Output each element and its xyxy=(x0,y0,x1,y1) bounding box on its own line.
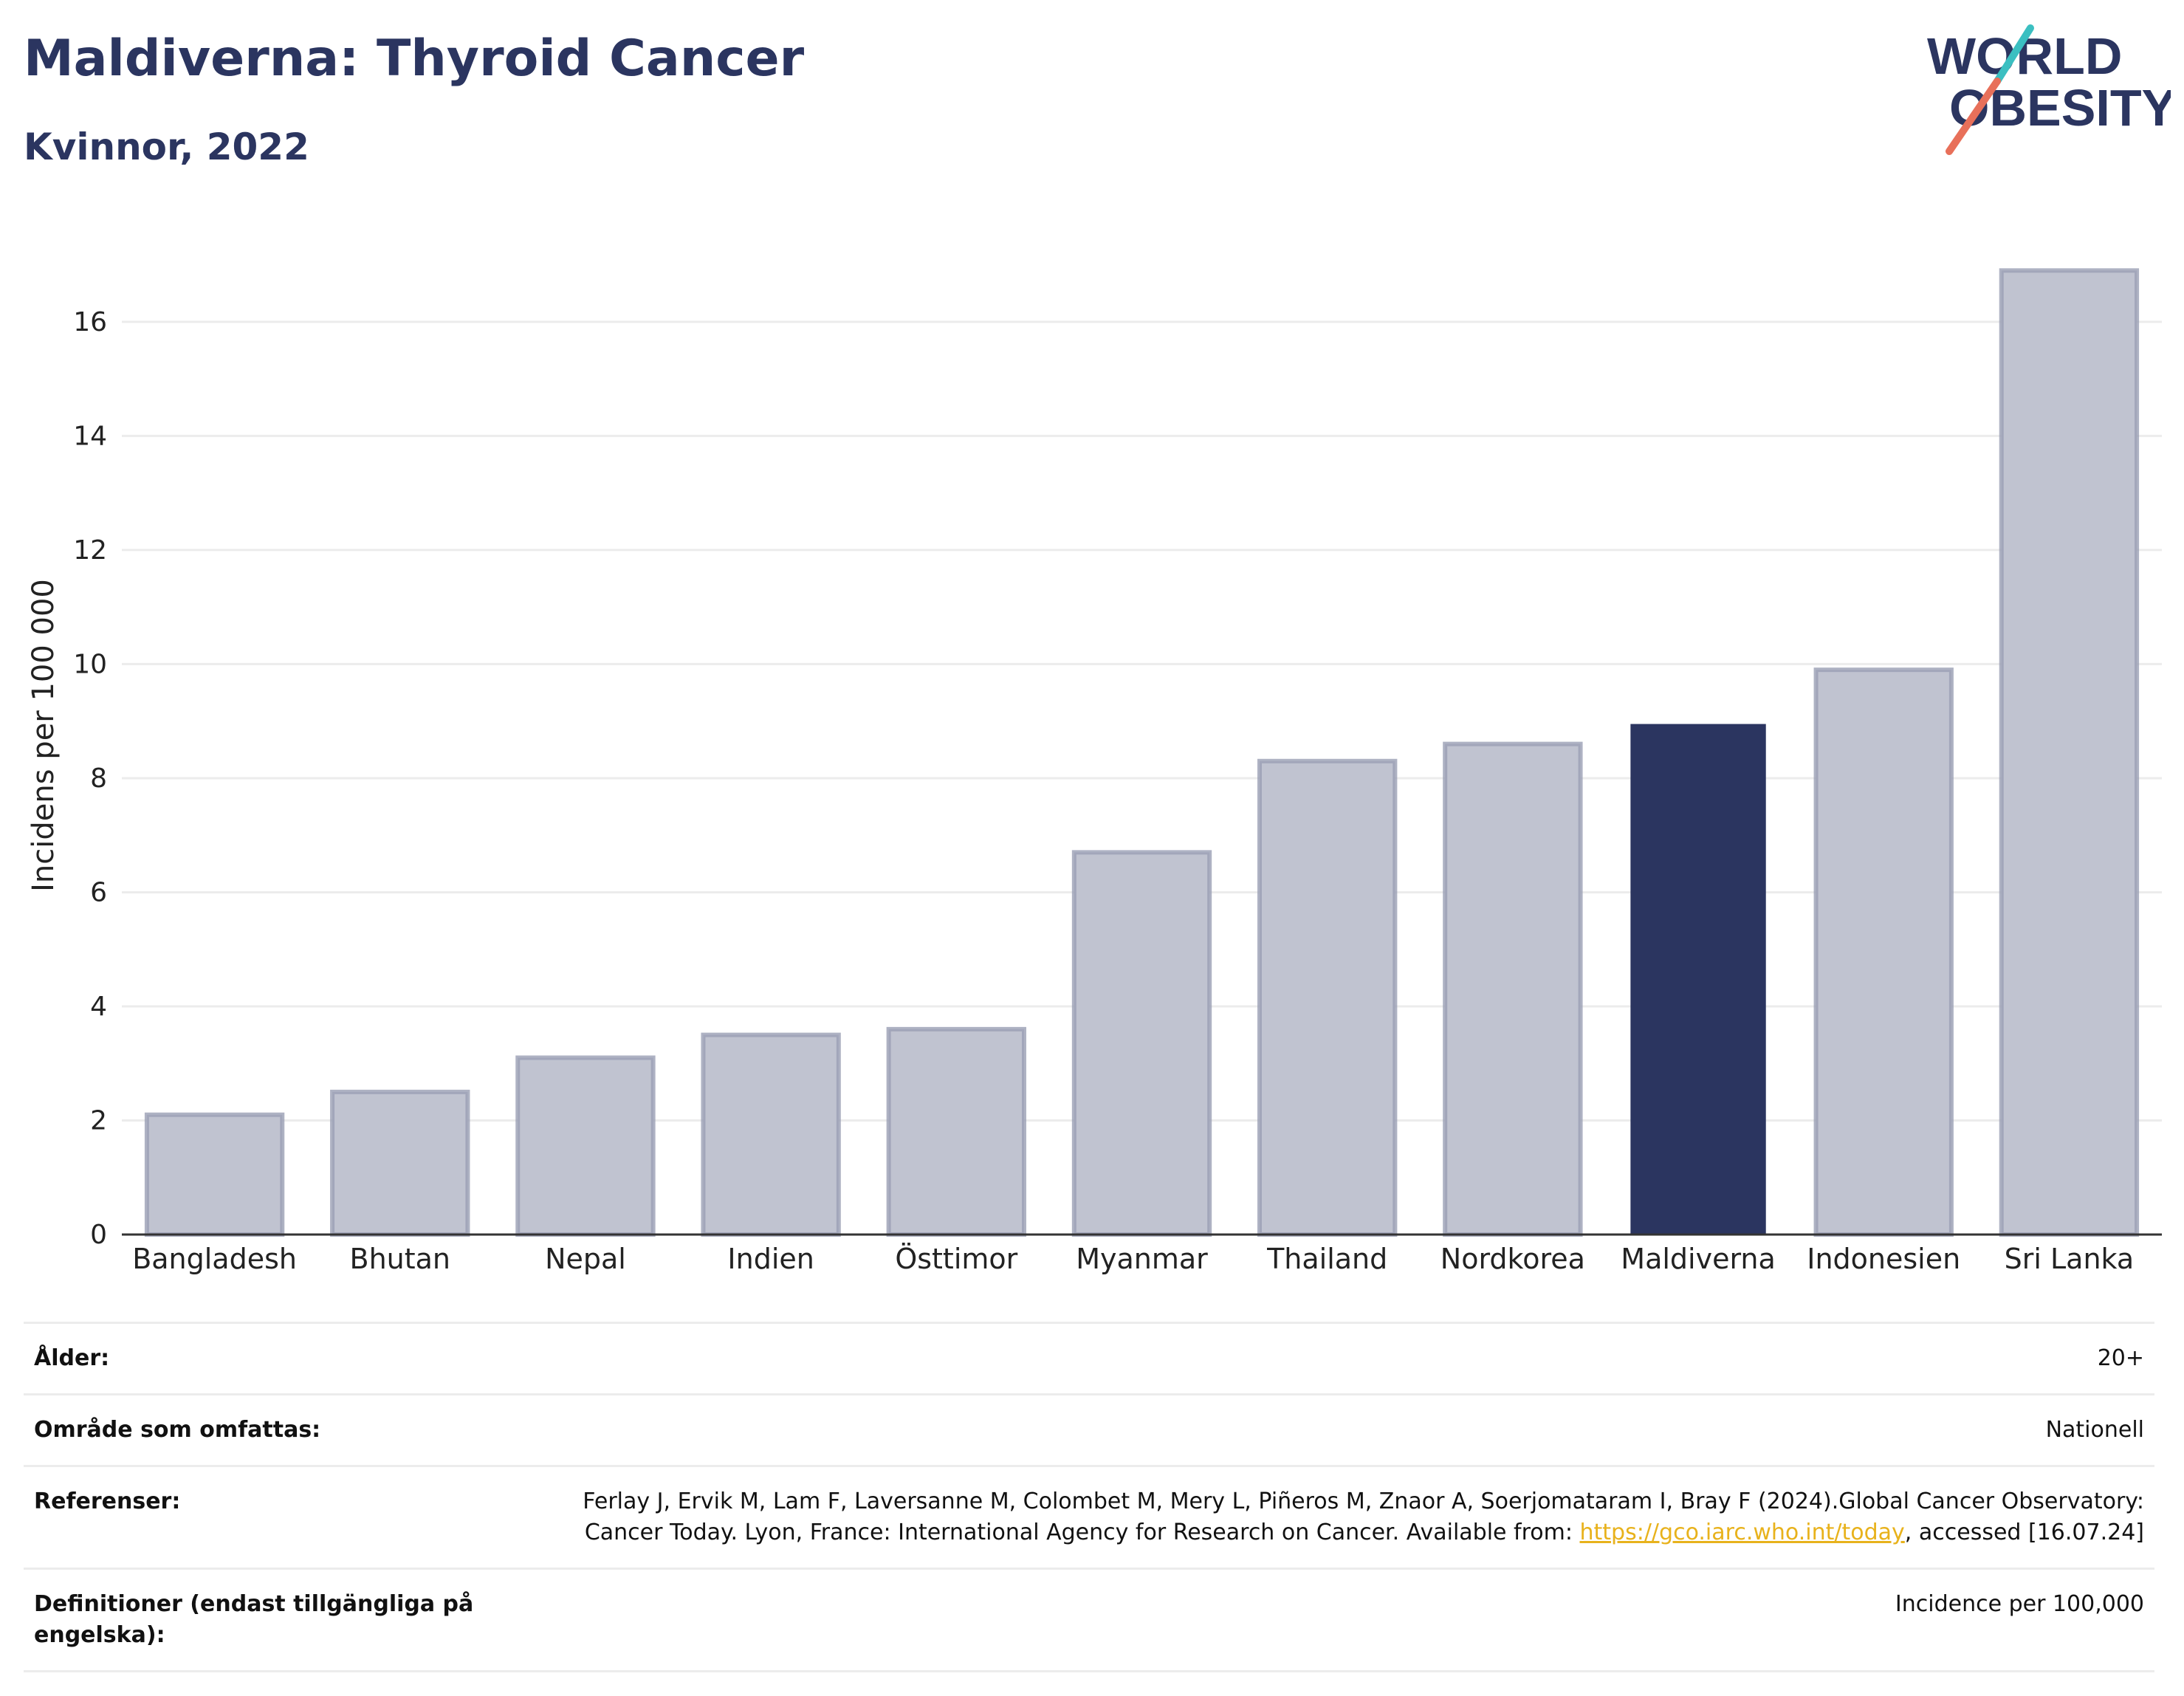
bar-östtimor xyxy=(886,1026,1026,1237)
coverage-label: Område som omfattas: xyxy=(34,1417,321,1443)
y-tick-label: 12 xyxy=(73,535,107,566)
x-tick-label: Sri Lanka xyxy=(2005,1243,2135,1275)
references-value: Ferlay J, Ervik M, Lam F, Laversanne M, … xyxy=(506,1486,2144,1548)
y-tick-label: 16 xyxy=(73,307,107,337)
definitions-label: Definitioner (endast tillgängliga på eng… xyxy=(34,1591,474,1648)
references-accessed: , accessed [16.07.24] xyxy=(1904,1520,2144,1545)
references-link[interactable]: https://gco.iarc.who.int/today xyxy=(1579,1520,1905,1545)
y-tick-label: 4 xyxy=(90,992,107,1022)
y-tick-label: 0 xyxy=(90,1220,107,1250)
bar-indien xyxy=(701,1032,841,1237)
bar-maldiverna xyxy=(1630,724,1766,1235)
y-tick-label: 8 xyxy=(90,763,107,794)
bar-sri-lanka xyxy=(1999,268,2140,1237)
y-tick-label: 2 xyxy=(90,1105,107,1136)
x-tick-label: Bhutan xyxy=(350,1243,451,1275)
bar-nordkorea xyxy=(1443,741,1583,1237)
definitions-value: Incidence per 100,000 xyxy=(1895,1591,2144,1617)
meta-row-references: Referenser: Ferlay J, Ervik M, Lam F, La… xyxy=(24,1465,2154,1568)
y-tick-label: 10 xyxy=(73,649,107,679)
x-tick-label: Östtimor xyxy=(895,1243,1017,1275)
bar-myanmar xyxy=(1071,850,1212,1237)
x-tick-label: Nordkorea xyxy=(1440,1243,1585,1275)
y-tick-label: 6 xyxy=(90,877,107,907)
x-tick-label: Bangladesh xyxy=(132,1243,297,1275)
bar-thailand xyxy=(1257,758,1398,1237)
meta-row-definitions: Definitioner (endast tillgängliga på eng… xyxy=(24,1568,2154,1672)
references-label: Referenser: xyxy=(34,1489,181,1514)
x-tick-label: Myanmar xyxy=(1076,1243,1208,1275)
x-tick-label: Nepal xyxy=(545,1243,626,1275)
x-tick-label: Indien xyxy=(727,1243,814,1275)
x-tick-label: Thailand xyxy=(1266,1243,1387,1275)
logo-line2: OBESITY xyxy=(1949,79,2171,137)
y-tick-label: 14 xyxy=(73,421,107,451)
x-tick-label: Indonesien xyxy=(1807,1243,1960,1275)
page-subtitle: Kvinnor, 2022 xyxy=(24,126,309,168)
coverage-value: Nationell xyxy=(2045,1417,2144,1443)
meta-row-coverage: Område som omfattas: Nationell xyxy=(24,1393,2154,1465)
age-value: 20+ xyxy=(2097,1345,2144,1371)
metadata-table: Ålder: 20+ Område som omfattas: Nationel… xyxy=(24,1322,2154,1672)
meta-row-age: Ålder: 20+ xyxy=(24,1322,2154,1393)
y-axis-label: Incidens per 100 000 xyxy=(27,579,61,892)
bar-indonesien xyxy=(1813,667,1954,1237)
age-label: Ålder: xyxy=(34,1345,110,1371)
bar-nepal xyxy=(515,1055,656,1237)
references-text: Ferlay J, Ervik M, Lam F, Laversanne M, … xyxy=(583,1489,2144,1545)
bar-bangladesh xyxy=(144,1112,285,1237)
bar-chart: 0 2 4 6 8 10 12 14 16 Incidens per 100 000 Banglad… xyxy=(27,268,2162,1275)
x-tick-label: Maldiverna xyxy=(1621,1243,1776,1275)
bar-bhutan xyxy=(330,1089,470,1237)
page-title: Maldiverna: Thyroid Cancer xyxy=(24,30,805,88)
world-obesity-logo: WORLD OBESITY xyxy=(1927,24,2171,155)
